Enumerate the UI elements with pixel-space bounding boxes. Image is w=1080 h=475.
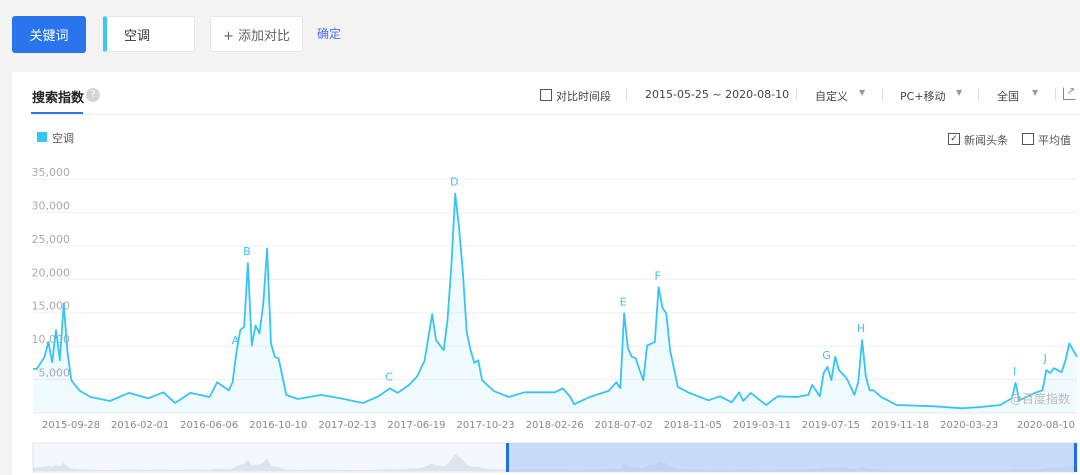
x-tick-label: 2017-02-13 bbox=[318, 420, 376, 431]
separator bbox=[626, 88, 627, 100]
x-tick-label: 2019-11-18 bbox=[871, 420, 929, 431]
add-compare-button[interactable]: + 添加对比 bbox=[210, 16, 303, 52]
separator bbox=[796, 88, 797, 100]
news-checkbox-label: 新闻头条 bbox=[964, 134, 1008, 147]
annotation-marker[interactable]: F bbox=[654, 269, 660, 282]
navigator-left-handle[interactable] bbox=[506, 443, 509, 472]
x-tick-label: 2017-06-19 bbox=[387, 420, 445, 431]
x-tick-label: 2016-02-01 bbox=[111, 420, 169, 431]
annotation-marker[interactable]: C bbox=[385, 370, 393, 383]
y-tick-label: 35,000 bbox=[32, 166, 71, 179]
keyword-button[interactable]: 关键词 bbox=[12, 16, 86, 53]
annotation-marker[interactable]: I bbox=[1013, 365, 1016, 378]
x-tick-label: 2020-03-23 bbox=[940, 420, 998, 431]
navigator-right-handle[interactable] bbox=[1074, 443, 1077, 472]
device-dropdown[interactable]: PC+移动 bbox=[900, 90, 946, 103]
tab-active-underline bbox=[31, 112, 83, 114]
separator bbox=[882, 88, 883, 100]
x-tick-label: 2015-09-28 bbox=[42, 420, 100, 431]
y-tick-label: 25,000 bbox=[32, 233, 71, 246]
average-checkbox[interactable] bbox=[1022, 133, 1034, 145]
y-tick-label: 5,000 bbox=[39, 367, 71, 380]
average-checkbox-label: 平均值 bbox=[1038, 134, 1071, 147]
y-tick-label: 15,000 bbox=[32, 300, 71, 313]
x-tick-label: 2020-08-10 bbox=[1017, 420, 1075, 431]
region-dropdown[interactable]: 全国 bbox=[997, 90, 1019, 103]
x-tick-label: 2016-10-10 bbox=[249, 420, 307, 431]
legend-swatch bbox=[37, 132, 47, 142]
divider bbox=[31, 114, 1080, 115]
x-tick-label: 2019-03-11 bbox=[733, 420, 791, 431]
search-index-card bbox=[12, 72, 1080, 475]
annotation-marker[interactable]: E bbox=[620, 295, 627, 308]
separator bbox=[978, 88, 979, 100]
compare-period-checkbox[interactable] bbox=[540, 89, 552, 101]
chevron-down-icon: ▼ bbox=[859, 88, 866, 97]
series-line[interactable] bbox=[33, 192, 1078, 410]
keyword-input[interactable]: 空调 bbox=[103, 16, 195, 52]
date-range-picker[interactable]: 2015-05-25 ~ 2020-08-10 bbox=[645, 88, 790, 101]
series-area bbox=[33, 193, 1077, 413]
annotation-marker[interactable]: J bbox=[1043, 352, 1047, 365]
x-tick-label: 2016-06-06 bbox=[180, 420, 238, 431]
annotation-marker[interactable]: H bbox=[857, 322, 865, 335]
navigator-selection[interactable] bbox=[508, 443, 1077, 472]
separator bbox=[1055, 88, 1056, 100]
legend-label[interactable]: 空调 bbox=[52, 132, 74, 145]
annotation-marker[interactable]: G bbox=[822, 349, 831, 362]
confirm-link[interactable]: 确定 bbox=[317, 27, 342, 41]
compare-period-label: 对比时间段 bbox=[556, 90, 611, 103]
annotation-marker[interactable]: A bbox=[232, 334, 240, 347]
annotation-marker[interactable]: D bbox=[450, 176, 458, 189]
y-tick-label: 20,000 bbox=[32, 266, 71, 279]
x-tick-label: 2018-07-02 bbox=[595, 420, 653, 431]
x-tick-label: 2017-10-23 bbox=[456, 420, 514, 431]
export-icon[interactable]: ↗ bbox=[1063, 87, 1076, 100]
tab-search-index[interactable]: 搜索指数 bbox=[32, 91, 85, 106]
range-navigator[interactable] bbox=[32, 442, 1078, 473]
x-tick-label: 2018-11-05 bbox=[664, 420, 722, 431]
help-icon[interactable]: ? bbox=[86, 88, 100, 102]
y-tick-label: 30,000 bbox=[32, 199, 71, 212]
chevron-down-icon: ▼ bbox=[956, 88, 963, 97]
chevron-down-icon: ▼ bbox=[1032, 88, 1039, 97]
range-mode-dropdown[interactable]: 自定义 bbox=[815, 90, 848, 103]
x-tick-label: 2019-07-15 bbox=[802, 420, 860, 431]
news-checkbox[interactable]: ✓ bbox=[948, 133, 960, 145]
x-tick-label: 2018-02-26 bbox=[526, 420, 584, 431]
annotation-marker[interactable]: B bbox=[243, 245, 251, 258]
watermark: @百度指数 bbox=[1010, 391, 1070, 406]
